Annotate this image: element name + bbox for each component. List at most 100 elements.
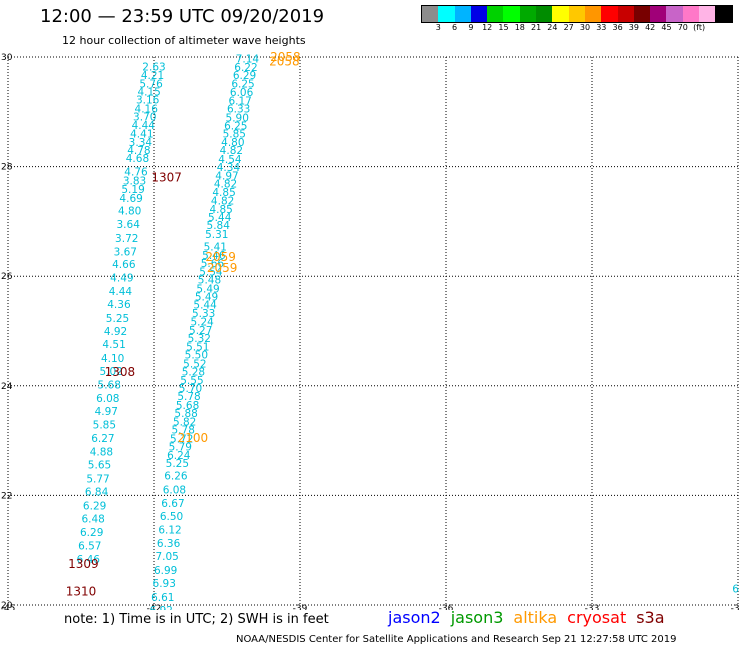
color-swatch: [633, 6, 651, 22]
y-tick-label: 20: [1, 601, 13, 610]
color-swatch: [519, 6, 537, 22]
jason3-label: 5.50: [185, 350, 208, 362]
jason3-label: 3.64: [117, 219, 141, 231]
jason3-label: 7.14: [236, 54, 260, 66]
jason3-label: 4.85: [209, 204, 232, 216]
satellite-legend: jason2 jason3 altika cryosat s3a: [388, 608, 675, 627]
jason3-label: 4.36: [107, 299, 131, 311]
color-scale-label: 33: [596, 23, 607, 32]
jason3-label: 5.44: [193, 300, 217, 312]
jason3-label: 4.82: [220, 145, 243, 157]
jason3-label: 5.65: [88, 460, 111, 472]
jason3-label: 4.54: [218, 154, 242, 166]
jason3-label: 6: [732, 584, 739, 596]
jason3-label: 6.12: [158, 524, 181, 536]
color-scale-label: 30: [579, 23, 591, 32]
jason3-label: 4.44: [109, 286, 133, 298]
jason3-label: 4.49: [110, 272, 133, 284]
color-scale-label: 39: [628, 23, 639, 32]
color-swatch: [650, 6, 667, 22]
jason3-label: 5.49: [195, 291, 218, 303]
jason3-label: 3.70: [133, 112, 156, 124]
footer-credit: NOAA/NESDIS Center for Satellite Applica…: [236, 634, 677, 645]
jason3-label: 6.36: [157, 538, 181, 550]
jason3-label: 4.68: [126, 153, 149, 165]
color-swatch: [536, 6, 553, 22]
jason3-label: 6.50: [160, 511, 183, 523]
altika-label: 2059: [205, 250, 236, 264]
jason3-label: 5.85: [223, 129, 246, 141]
legend-entry-s3a: s3a: [636, 608, 665, 627]
y-tick-label: 30: [1, 53, 13, 63]
altika-label: 2058: [269, 54, 300, 68]
jason3-label: 5.24: [190, 317, 214, 329]
jason3-label: 6.27: [91, 433, 114, 445]
jason3-label: 6.24: [167, 450, 191, 462]
jason3-label: 6.29: [80, 527, 103, 539]
x-tick-label: -33: [585, 604, 600, 610]
color-scale-label: 45: [661, 23, 672, 32]
jason3-label: 5.72: [170, 433, 193, 445]
legend-entry-cryosat: cryosat: [567, 608, 627, 627]
jason3-label: 5.31: [205, 229, 228, 241]
jason3-label: 4.69: [119, 193, 142, 205]
jason3-label: 3.67: [114, 247, 137, 259]
x-tick-label: -45: [1, 604, 16, 610]
color-scale-label: 70: [677, 23, 688, 32]
jason3-label: 5.51: [186, 341, 209, 353]
color-scale-label: 24: [547, 23, 558, 32]
color-scale-label: 42: [645, 23, 656, 32]
color-swatch: [438, 6, 455, 22]
jason3-label: 5.32: [188, 333, 211, 345]
color-scale-bar: [421, 5, 733, 23]
jason3-label: 6.17: [228, 95, 251, 107]
color-scale-labels: 3 6 9 12 15 18 21 24 27 30 33 36 39 42 45 70 (ft): [421, 23, 740, 35]
jason3-label: 4.78: [127, 145, 150, 157]
color-swatch: [487, 6, 504, 22]
jason3-label: 5.70: [179, 383, 202, 395]
jason3-label: 5.25: [166, 458, 189, 470]
jason3-label: 4.16: [135, 104, 159, 116]
altika-label: 2100: [178, 431, 209, 445]
jason3-label: 4.21: [141, 70, 164, 82]
jason3-label: 4.97: [215, 170, 238, 182]
color-swatch: [699, 6, 716, 22]
jason3-label: 5.84: [207, 220, 231, 232]
jason3-label: 5.76: [139, 78, 163, 90]
color-scale-label: 9: [468, 23, 474, 32]
jason3-label: 6.84: [85, 487, 109, 499]
observation-labels: 2.634.215.764.153.164.163.704.444.413.34…: [66, 50, 739, 610]
footer-note: note: 1) Time is in UTC; 2) SWH is in fe…: [64, 612, 329, 627]
jason3-label: 6.61: [151, 592, 174, 604]
jason3-label: 3.16: [136, 95, 160, 107]
jason3-label: 5.68: [98, 380, 121, 392]
axis-ticks: -45 -42 -39 -36 -33 -30 20 22 24 26 28 30: [1, 53, 740, 610]
jason3-label: 6.57: [78, 540, 101, 552]
jason3-label: 4.44: [132, 120, 156, 132]
y-tick-label: 22: [1, 491, 12, 501]
y-tick-label: 28: [1, 163, 13, 173]
color-swatch: [454, 6, 471, 22]
jason3-label: 4.85: [212, 187, 235, 199]
jason3-label: 6.08: [96, 393, 119, 405]
y-tick-label: 24: [1, 382, 13, 392]
jason3-label: 6.33: [227, 104, 250, 116]
jason3-label: 6.92: [150, 605, 173, 610]
wave-height-plot: -45-42-39-36-33-30202224262830 2.634.215…: [1, 50, 740, 610]
color-scale-label: 21: [531, 23, 542, 32]
jason3-label: 2.63: [142, 61, 165, 73]
jason3-label: 7.05: [155, 551, 178, 563]
grid-lines: [7, 56, 739, 606]
jason3-label: 5.49: [196, 283, 219, 295]
jason3-label: 4.66: [112, 259, 136, 271]
jason3-label: 5.68: [176, 400, 199, 412]
jason3-label: 6.06: [230, 87, 254, 99]
jason3-label: 5.41: [204, 242, 227, 254]
jason3-label: 4.51: [102, 339, 125, 351]
jason3-label: 6.26: [164, 471, 188, 483]
jason3-label: 4.97: [95, 406, 118, 418]
y-tick-label: 26: [1, 272, 13, 282]
jason3-label: 5.55: [180, 375, 203, 387]
jason3-label: 4.80: [221, 137, 244, 149]
jason3-label: 4.76: [124, 167, 148, 179]
